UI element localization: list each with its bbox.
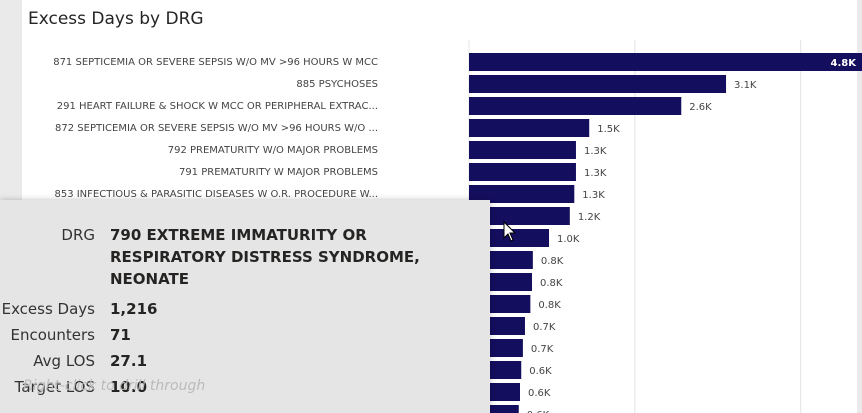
- tooltip-label: Excess Days: [1, 300, 95, 318]
- tooltip-row: Encounters 71: [0, 324, 490, 346]
- value-label: 1.0K: [557, 234, 580, 245]
- tooltip-value: 27.1: [110, 352, 148, 370]
- value-label: 0.7K: [533, 322, 556, 333]
- value-label: 0.7K: [531, 344, 554, 355]
- value-label: 1.2K: [578, 212, 601, 223]
- value-label: 2.6K: [689, 102, 712, 113]
- category-label: 872 SEPTICEMIA OR SEVERE SEPSIS W/O MV >…: [55, 123, 378, 134]
- tooltip-row: Excess Days 1,216: [0, 298, 490, 320]
- tooltip-footer: Right-click to drill through: [23, 378, 206, 394]
- category-label: 291 HEART FAILURE & SHOCK W MCC OR PERIP…: [57, 101, 378, 112]
- bar: [469, 119, 590, 137]
- tooltip-row: DRG 790 EXTREME IMMATURITY OR RESPIRATORY…: [0, 224, 490, 290]
- bar: [469, 141, 576, 159]
- value-label: 4.8K: [831, 58, 858, 69]
- value-label: 1.3K: [584, 146, 607, 157]
- value-label: 0.6K: [529, 366, 552, 377]
- tooltip-value: 71: [110, 326, 131, 344]
- bar: [469, 97, 682, 115]
- tooltip-label: DRG: [61, 226, 95, 244]
- plot: 871 SEPTICEMIA OR SEVERE SEPSIS W/O MV >…: [53, 40, 862, 413]
- value-label: 0.8K: [540, 278, 563, 289]
- bar: [469, 75, 727, 93]
- chart-title: Excess Days by DRG: [28, 9, 204, 29]
- value-label: 0.6K: [528, 388, 551, 399]
- value-label: 1.3K: [584, 168, 607, 179]
- value-label: 0.8K: [541, 256, 564, 267]
- category-label: 791 PREMATURITY W MAJOR PROBLEMS: [179, 167, 378, 178]
- category-label: 871 SEPTICEMIA OR SEVERE SEPSIS W/O MV >…: [53, 57, 378, 68]
- tooltip: DRG 790 EXTREME IMMATURITY OR RESPIRATORY…: [0, 200, 490, 413]
- tooltip-label: Avg LOS: [33, 352, 95, 370]
- bar: [469, 163, 576, 181]
- tooltip-row: Target LOS 10.0: [0, 376, 490, 398]
- bar: [469, 53, 862, 71]
- category-label: 885 PSYCHOSES: [296, 79, 378, 90]
- bar: [469, 405, 519, 413]
- value-label: 1.5K: [597, 124, 620, 135]
- value-label: 0.8K: [538, 300, 561, 311]
- value-label: 3.1K: [734, 80, 757, 91]
- tooltip-row: Avg LOS 27.1: [0, 350, 490, 372]
- tooltip-value: 1,216: [110, 300, 158, 318]
- tooltip-label: Target LOS: [14, 378, 95, 396]
- category-label: 792 PREMATURITY W/O MAJOR PROBLEMS: [168, 145, 378, 156]
- tooltip-value: 10.0: [110, 378, 148, 396]
- category-label: 853 INFECTIOUS & PARASITIC DISEASES W O.…: [54, 189, 378, 200]
- value-label: 1.3K: [582, 190, 605, 201]
- bar: [469, 185, 575, 203]
- value-label: 0.6K: [527, 410, 550, 413]
- bar: [469, 207, 570, 225]
- tooltip-value: 790 EXTREME IMMATURITY OR RESPIRATORY DI…: [110, 226, 420, 288]
- tooltip-label: Encounters: [10, 326, 95, 344]
